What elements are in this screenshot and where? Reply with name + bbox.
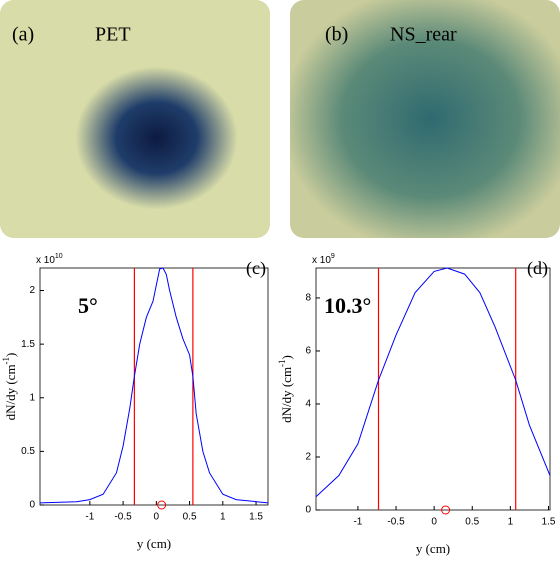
- y-tick-label: 2: [305, 452, 311, 463]
- x-tick-label: 0: [431, 517, 437, 528]
- angle-annotation: 5°: [78, 293, 98, 318]
- x-tick-label: 1: [220, 512, 226, 523]
- panel-label: (a): [12, 24, 34, 46]
- image-label: PET: [95, 24, 131, 46]
- angle-annotation: 10.3°: [324, 293, 371, 318]
- panel-label: (b): [325, 24, 348, 46]
- y-axis-label: dN/dy (cm-1): [1, 353, 18, 421]
- y-tick-label: 0: [29, 500, 35, 511]
- x-tick-label: 1.5: [249, 512, 263, 523]
- x-tick-label: -1: [353, 517, 362, 528]
- data-line: [39, 267, 269, 504]
- x-tick-label: 1: [508, 517, 514, 528]
- y-axis-label: dN/dy (cm-1): [277, 355, 294, 423]
- panel-label: (d): [527, 258, 548, 279]
- ylabel-sup: -1: [277, 359, 287, 367]
- y-tick-label: 8: [305, 293, 311, 304]
- x-axis-label: y (cm): [416, 541, 450, 556]
- x-tick-label: -1: [85, 512, 94, 523]
- x-tick-label: -0.5: [114, 512, 132, 523]
- multiplier-exponent: 9: [331, 253, 335, 260]
- plot-frame: [39, 267, 269, 506]
- ylabel-close: ): [3, 353, 18, 357]
- center-marker: [157, 500, 167, 510]
- data-line: [315, 267, 551, 498]
- panel-label: (c): [246, 258, 266, 279]
- multiplier-exponent: 10: [55, 253, 63, 260]
- y-tick-label: 1: [29, 392, 35, 403]
- y-tick-label: 4: [305, 399, 311, 410]
- ylabel-sup: -1: [1, 357, 11, 365]
- x-axis-label: y (cm): [137, 536, 171, 551]
- plot-frame: [315, 267, 551, 511]
- x-tick-label: 0.5: [465, 517, 479, 528]
- y-tick-label: 2: [29, 285, 35, 296]
- y-tick-label: 0: [305, 505, 311, 516]
- x-tick-label: 0: [154, 512, 160, 523]
- ylabel-text: dN/dy (cm: [279, 367, 294, 423]
- x-tick-label: 1.5: [542, 517, 556, 528]
- ylabel-text: dN/dy (cm: [3, 364, 18, 420]
- ylabel-close: ): [279, 355, 294, 359]
- photo-a-spot: [0, 0, 270, 238]
- x-tick-label: -0.5: [387, 517, 405, 528]
- center-marker: [441, 505, 451, 515]
- multiplier-base: x 10: [36, 255, 55, 266]
- y-tick-label: 0.5: [21, 446, 35, 457]
- x-tick-label: 0.5: [183, 512, 197, 523]
- y-tick-label: 1.5: [21, 339, 35, 350]
- y-multiplier: x 109: [312, 253, 335, 266]
- multiplier-base: x 10: [312, 255, 331, 266]
- photo-b: [290, 0, 560, 238]
- y-tick-label: 6: [305, 346, 311, 357]
- y-multiplier: x 1010: [36, 253, 63, 266]
- image-label: NS_rear: [390, 24, 457, 46]
